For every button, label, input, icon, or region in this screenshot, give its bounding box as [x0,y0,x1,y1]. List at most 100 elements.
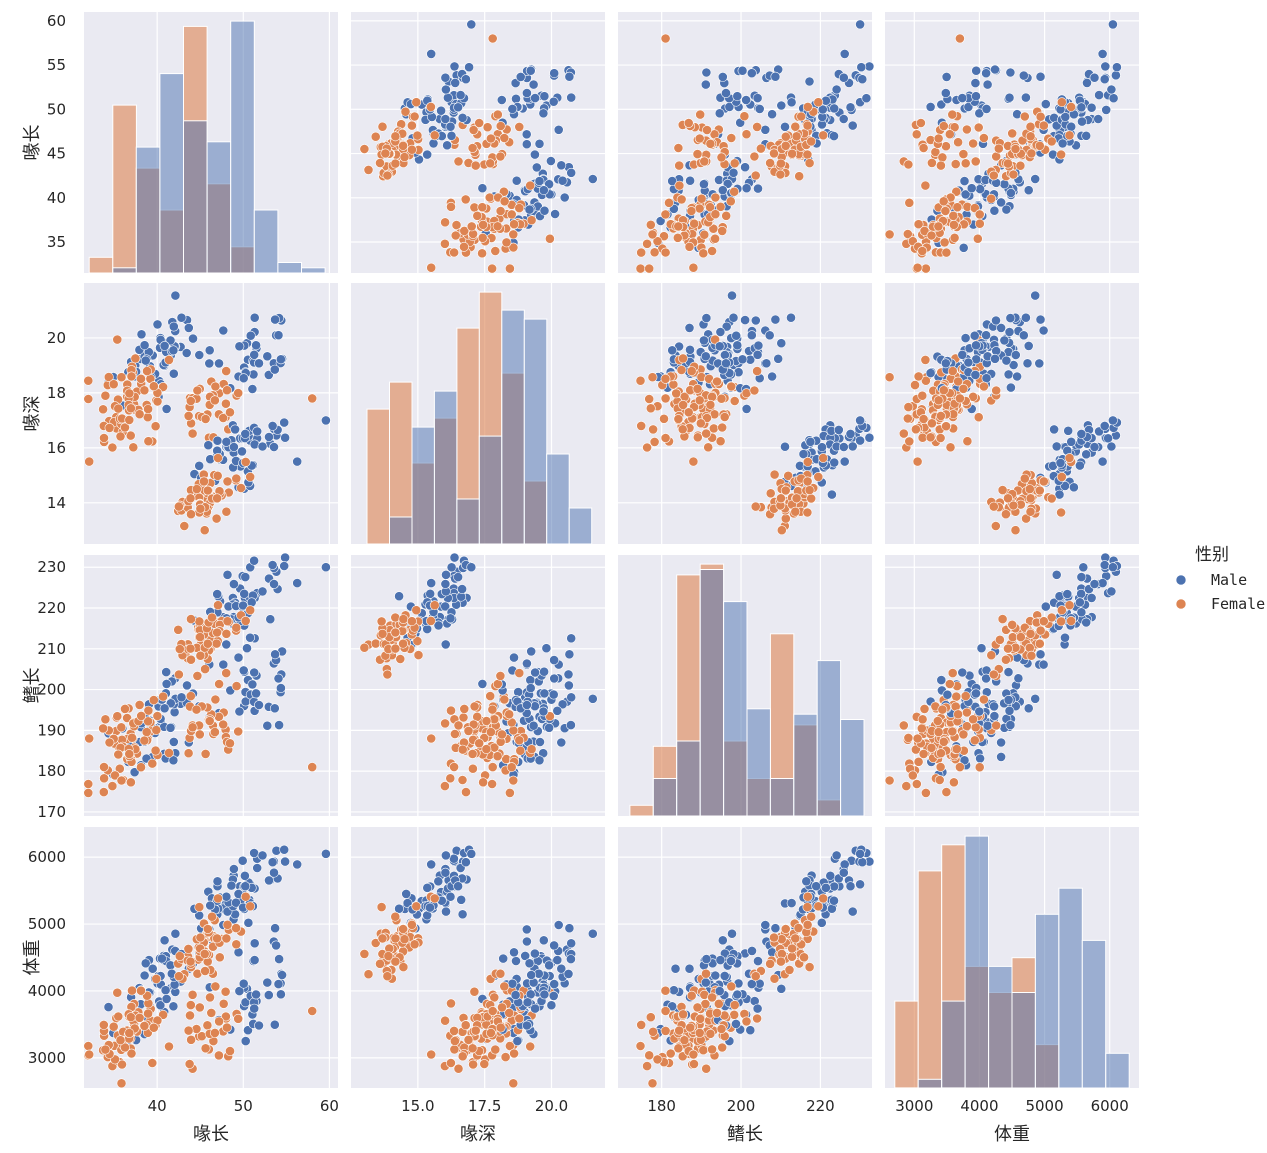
scatter-point-female [130,353,141,364]
scatter-point-male [936,675,947,685]
scatter-point-male [767,109,777,120]
scatter-point-female [449,729,460,739]
scatter-point-male [214,358,224,369]
scatter-point-male [669,985,679,996]
scatter-point-male [727,928,737,939]
scatter-point-male [549,979,560,989]
scatter-point-male [838,72,849,83]
scatter-point-female [818,893,829,904]
scatter-point-female [780,513,791,524]
scatter-point-male [188,333,198,344]
scatter-point-female [240,616,251,626]
scatter-point-female [695,109,706,120]
scatter-point-female [729,158,740,169]
scatter-point-female [173,669,184,680]
scatter-point-male [445,891,456,902]
scatter-point-male [426,859,437,870]
y-tick-label: 230 [37,558,66,576]
scatter-point-male [996,737,1006,748]
scatter-point-female [974,218,985,229]
scatter-point-male [159,935,170,946]
histogram-bar-male [456,498,480,545]
scatter-point-female [912,733,923,744]
scatter-point-female [363,969,374,980]
scatter-point-female [128,442,139,453]
panel-body-mass-vs-bill-length [83,827,338,1089]
scatter-point-female [642,1061,652,1071]
scatter-point-female [958,383,969,394]
scatter-point-male [541,643,552,654]
scatter-point-male [156,953,167,964]
scatter-point-female [221,628,232,639]
scatter-point-male [170,290,181,301]
scatter-point-male [183,322,194,333]
scatter-point-male [1099,560,1110,570]
scatter-point-female [192,385,203,396]
y-tick-label: 60 [47,12,66,30]
scatter-point-female [705,202,715,213]
scatter-point-female [498,186,509,197]
scatter-point-male [970,78,981,88]
scatter-point-female [884,229,895,240]
histogram-bar-male [1105,1052,1130,1089]
panel-flipper-length-vs-bill-length [83,552,338,816]
scatter-point-female [695,418,706,429]
scatter-point-female [83,788,94,798]
panel-bill-depth-vs-bill-length [83,283,338,544]
scatter-point-female [1034,485,1045,496]
scatter-point-female [195,650,206,661]
scatter-point-female [152,711,163,721]
scatter-point-female [222,476,233,487]
scatter-point-male [829,895,839,906]
scatter-point-female [485,133,496,144]
scatter-point-male [982,79,993,90]
scatter-point-male [1089,442,1100,452]
scatter-point-male [753,956,763,966]
scatter-point-female [973,122,984,133]
scatter-point-female [947,109,958,120]
scatter-point-male [440,72,451,83]
scatter-point-female [707,1044,717,1055]
scatter-point-female [678,399,688,410]
scatter-point-female [449,1026,459,1036]
scatter-point-female [504,263,515,274]
scatter-point-male [981,673,991,684]
scatter-point-female [1064,453,1075,463]
scatter-point-female [677,424,688,435]
scatter-point-male [274,954,284,964]
scatter-point-male [999,179,1010,190]
scatter-point-female [213,453,223,463]
scatter-point-female [1008,500,1019,511]
y-tick-label: 3000 [28,1049,66,1067]
scatter-point-female [107,781,118,791]
scatter-point-male [1035,649,1046,660]
scatter-point-male [731,1019,741,1029]
scatter-point-female [1007,128,1018,139]
scatter-point-female [636,247,647,258]
scatter-point-male [522,658,532,669]
scatter-point-female [701,1063,712,1074]
scatter-point-male [827,903,837,914]
scatter-point-female [112,334,123,345]
scatter-point-female [501,237,512,248]
scatter-point-male [445,121,456,132]
scatter-point-male [1060,632,1070,643]
scatter-point-male [168,755,179,766]
scatter-point-female [399,152,410,162]
scatter-point-male [776,100,787,111]
scatter-point-female [469,986,480,997]
histogram-bar-male [941,1000,966,1089]
scatter-point-female [726,133,737,143]
scatter-point-female [429,600,440,611]
histogram-bar-male [301,267,326,274]
scatter-point-female [1066,102,1076,112]
scatter-point-male [277,970,287,980]
scatter-point-female [933,395,944,406]
scatter-point-male [839,859,850,870]
scatter-point-male [521,129,532,140]
scatter-point-male [989,711,1000,721]
y-axis-label-body-mass: 体重 [22,940,43,976]
scatter-point-female [470,160,481,171]
scatter-point-male [509,947,519,958]
scatter-point-female [209,1028,220,1038]
